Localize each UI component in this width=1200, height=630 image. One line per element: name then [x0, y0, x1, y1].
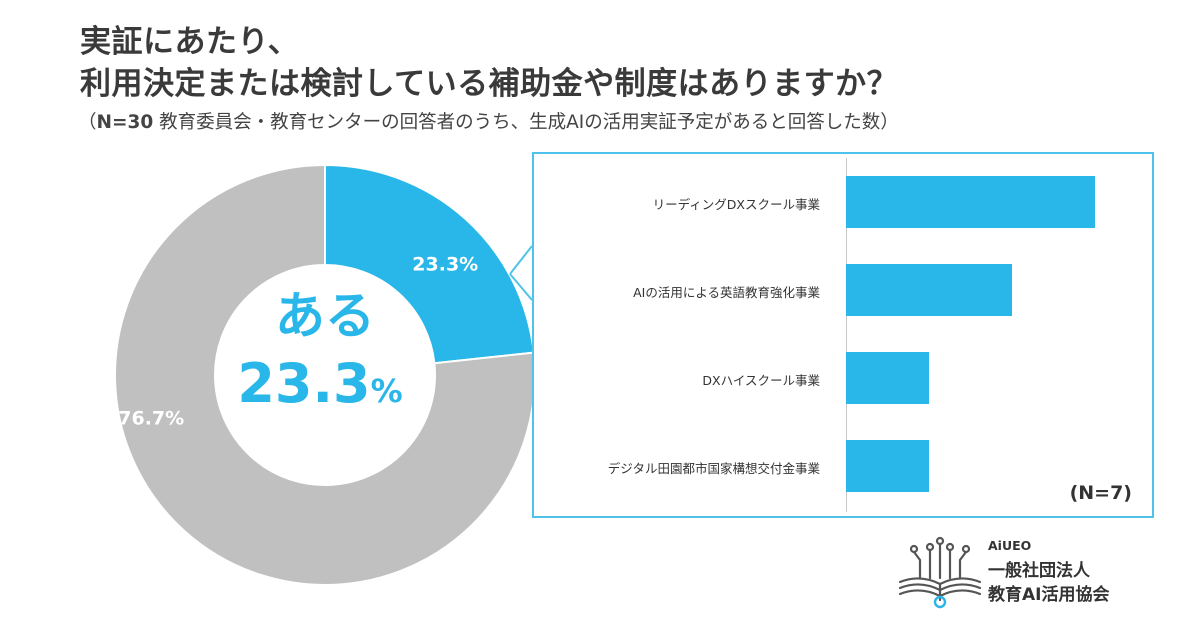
bar-axis-line — [846, 158, 847, 512]
donut-center-number: 23.3 — [237, 352, 371, 415]
page-title-line-2: 利用決定または検討している補助金や制度はありますか？ — [80, 66, 899, 102]
donut-slice-1 — [114, 163, 536, 586]
donut-center-unit: % — [370, 372, 403, 410]
bar-label-3: デジタル田園都市国家構想交付金事業 — [607, 461, 820, 476]
bar-chart-panel: リーディングDXスクール事業 AIの活用による英語教育強化事業 DXハイスクール事業… — [532, 152, 1154, 518]
donut-slice-label-0: 23.3% — [412, 253, 478, 275]
bar-0 — [846, 176, 1095, 228]
book-circuit-icon — [898, 536, 982, 609]
logo-brand: AiUEO — [988, 538, 1032, 553]
bar-label-1: AIの活用による英語教育強化事業 — [633, 285, 820, 300]
bar-2 — [846, 352, 929, 404]
bar-chart-n-label: (N=7) — [1069, 482, 1132, 504]
page-title-line-1: 実証にあたり、 — [80, 24, 300, 60]
bar-3 — [846, 440, 929, 492]
bar-1 — [846, 264, 1012, 316]
donut-slice-0 — [324, 163, 535, 365]
donut-center-label: ある — [275, 287, 375, 345]
logo-org-line-2: 教育AI活用協会 — [988, 585, 1110, 605]
subtitle-n: N=30 — [96, 112, 154, 133]
page-subtitle: （N=30 教育委員会・教育センターの回答者のうち、生成AIの活用実証予定がある… — [78, 108, 899, 134]
logo-org-line-1: 一般社団法人 — [988, 561, 1090, 581]
bar-label-0: リーディングDXスクール事業 — [652, 197, 820, 212]
subtitle-text: 教育委員会・教育センターの回答者のうち、生成AIの活用実証予定があると回答した数… — [153, 112, 899, 133]
donut-slice-label-1: 76.7% — [118, 408, 184, 430]
donut-center-value: 23.3% — [215, 352, 425, 415]
bar-label-2: DXハイスクール事業 — [702, 373, 820, 388]
subtitle-open: （ — [78, 112, 97, 133]
